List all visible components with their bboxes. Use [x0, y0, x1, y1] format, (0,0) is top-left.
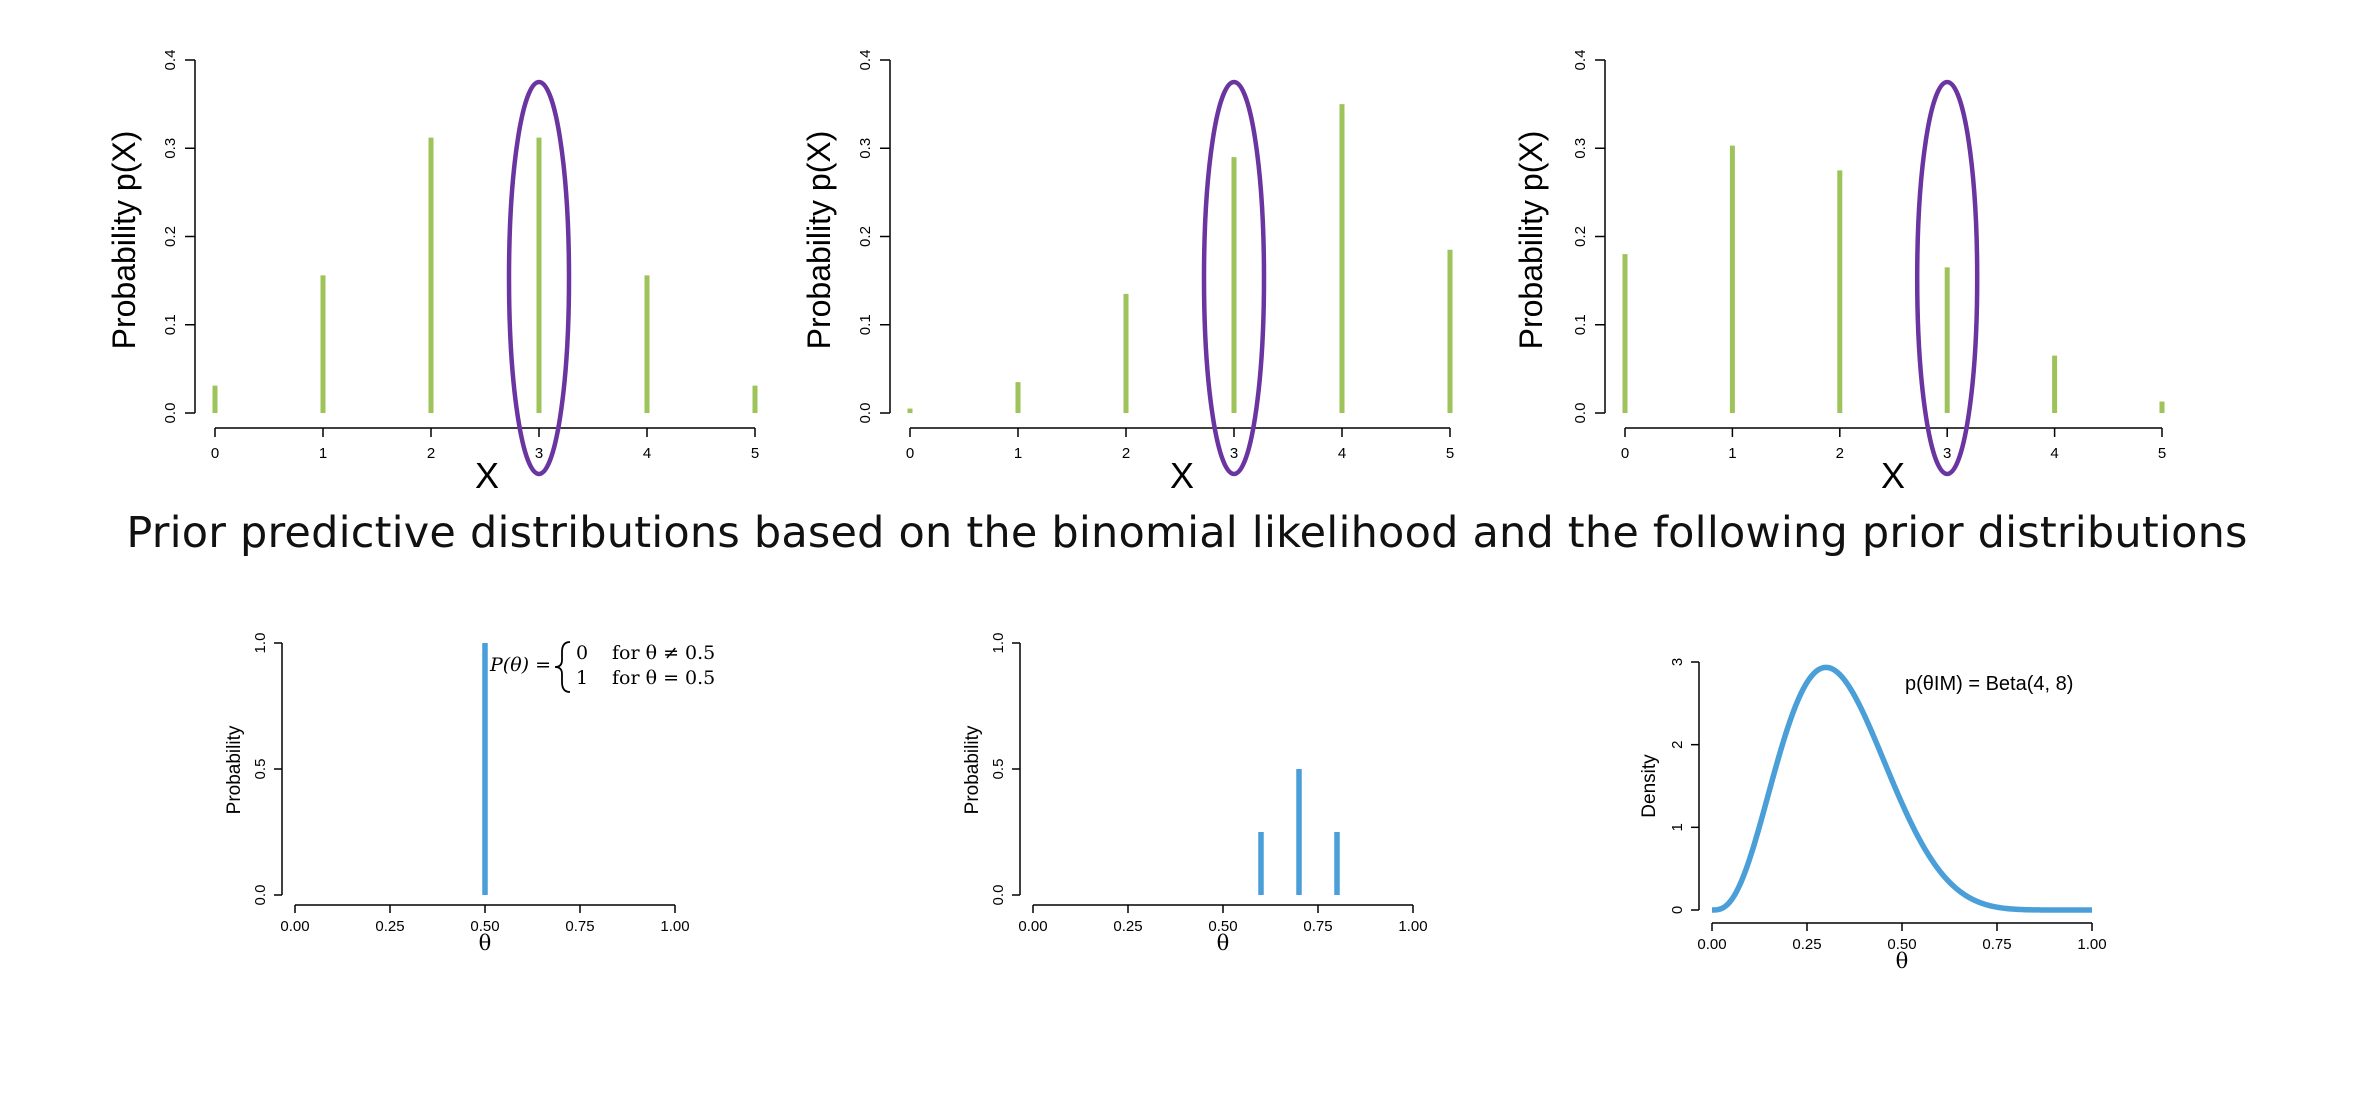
- y-tick-label: 0.4: [1572, 50, 1589, 71]
- y-axis-label: Probability p(X): [106, 131, 142, 350]
- x-tick-label: 0: [211, 445, 219, 462]
- x-tick-label: 0.00: [1697, 936, 1726, 953]
- x-tick-label: 0.25: [1792, 936, 1821, 953]
- x-tick-label: 0: [1621, 445, 1629, 462]
- y-tick-label: 0.2: [162, 226, 179, 247]
- beta-density-curve: [1711, 664, 2092, 913]
- x-axis-label: θ: [1896, 949, 1909, 973]
- x-tick-label: 5: [2158, 445, 2166, 462]
- x-tick-label: 1.00: [660, 918, 689, 935]
- y-tick-label: 0.1: [857, 314, 874, 335]
- y-axis-label: Probability: [962, 725, 983, 814]
- y-tick-label: 0.3: [162, 138, 179, 159]
- y-axis-label: Density: [1639, 754, 1660, 818]
- y-axis-label: Probability: [224, 725, 245, 814]
- highlight-ellipse: [506, 79, 572, 477]
- x-tick-label: 0.75: [1303, 918, 1332, 935]
- x-axis-label: θ: [1217, 931, 1230, 955]
- y-tick-label: 0.3: [857, 138, 874, 159]
- formula-case2-condition: for θ = 0.5: [612, 667, 715, 689]
- y-tick-label: 0.0: [162, 403, 179, 424]
- formula-brace: [554, 641, 571, 693]
- y-tick-label: 0.5: [252, 759, 269, 780]
- x-tick-label: 0.00: [1018, 918, 1047, 935]
- x-tick-label: 1: [1728, 445, 1736, 462]
- y-tick-label: 0.3: [1572, 138, 1589, 159]
- x-tick-label: 5: [1446, 445, 1454, 462]
- x-tick-label: 1.00: [2077, 936, 2106, 953]
- predictive-panel-1: 0.0 0.1 0.2 0.3 0.4 0 1 2 3 4 5 Probability p(X) X: [106, 50, 759, 496]
- formula-case1-value: 0: [576, 642, 588, 664]
- x-tick-label: 0.50: [1887, 936, 1916, 953]
- figure-caption: Prior predictive distributions based on …: [126, 508, 2248, 558]
- x-tick-label: 4: [2050, 445, 2058, 462]
- highlight-ellipse: [1201, 79, 1267, 477]
- y-tick-label: 1.0: [252, 633, 269, 654]
- y-tick-label: 1.0: [990, 633, 1007, 654]
- x-axis-label: X: [475, 455, 499, 496]
- x-tick-label: 1: [319, 445, 327, 462]
- y-tick-label: 0: [1669, 906, 1686, 914]
- y-axis-label: Probability p(X): [801, 131, 837, 350]
- x-tick-label: 5: [751, 445, 759, 462]
- y-tick-label: 0.4: [162, 50, 179, 71]
- y-tick-label: 0.1: [1572, 314, 1589, 335]
- x-tick-label: 3: [1943, 445, 1951, 462]
- predictive-panel-3: 0.0 0.1 0.2 0.3 0.4 0 1 2 3 4 5 Probability p(X) X: [1513, 50, 2166, 496]
- x-tick-label: 0.00: [280, 918, 309, 935]
- y-axis-label: Probability p(X): [1513, 131, 1549, 350]
- formula-case1-condition: for θ ≠ 0.5: [612, 642, 715, 664]
- y-tick-label: 0.0: [1572, 403, 1589, 424]
- x-tick-label: 4: [1338, 445, 1346, 462]
- x-axis-label: X: [1881, 455, 1905, 496]
- x-tick-label: 0.50: [1208, 918, 1237, 935]
- y-tick-label: 3: [1669, 658, 1686, 666]
- y-tick-label: 0.2: [857, 226, 874, 247]
- x-tick-label: 1.00: [1398, 918, 1427, 935]
- y-tick-label: 0.0: [990, 885, 1007, 906]
- y-tick-label: 0.1: [162, 314, 179, 335]
- y-tick-label: 2: [1669, 740, 1686, 748]
- x-tick-label: 2: [427, 445, 435, 462]
- x-tick-label: 0.25: [1113, 918, 1142, 935]
- x-tick-label: 0.50: [470, 918, 499, 935]
- formula-case2-value: 1: [576, 667, 588, 689]
- prior-panel-3: 0 1 2 3 0.00 0.25 0.50 0.75 1.00 Density θ p(θIM) =…: [1639, 658, 2107, 973]
- formula-lhs: P(θ) =: [489, 654, 551, 676]
- x-tick-label: 3: [535, 445, 543, 462]
- predictive-panel-2: 0.0 0.1 0.2 0.3 0.4 0 1 2 3 4 5 Probability p(X) X: [801, 50, 1454, 496]
- x-tick-label: 0: [906, 445, 914, 462]
- x-tick-label: 0.25: [375, 918, 404, 935]
- prior-panel-2: 0.0 0.5 1.0 0.00 0.25 0.50 0.75 1.00 Probability…: [962, 633, 1428, 955]
- x-axis-label: θ: [479, 931, 492, 955]
- y-tick-label: 0.2: [1572, 226, 1589, 247]
- y-tick-label: 1: [1669, 823, 1686, 831]
- x-tick-label: 4: [643, 445, 651, 462]
- prior-panel-1: 0.0 0.5 1.0 0.00 0.25 0.50 0.75 1.00 Probability…: [224, 633, 715, 955]
- x-tick-label: 2: [1122, 445, 1130, 462]
- y-tick-label: 0.5: [990, 759, 1007, 780]
- y-tick-label: 0.0: [252, 885, 269, 906]
- x-tick-label: 0.75: [565, 918, 594, 935]
- highlight-ellipse: [1914, 79, 1980, 477]
- x-tick-label: 3: [1230, 445, 1238, 462]
- x-tick-label: 2: [1836, 445, 1844, 462]
- x-axis-label: X: [1170, 455, 1194, 496]
- y-tick-label: 0.0: [857, 403, 874, 424]
- y-tick-label: 0.4: [857, 50, 874, 71]
- x-tick-label: 0.75: [1982, 936, 2011, 953]
- prior-annotation: p(θIM) = Beta(4, 8): [1905, 673, 2073, 695]
- x-tick-label: 1: [1014, 445, 1022, 462]
